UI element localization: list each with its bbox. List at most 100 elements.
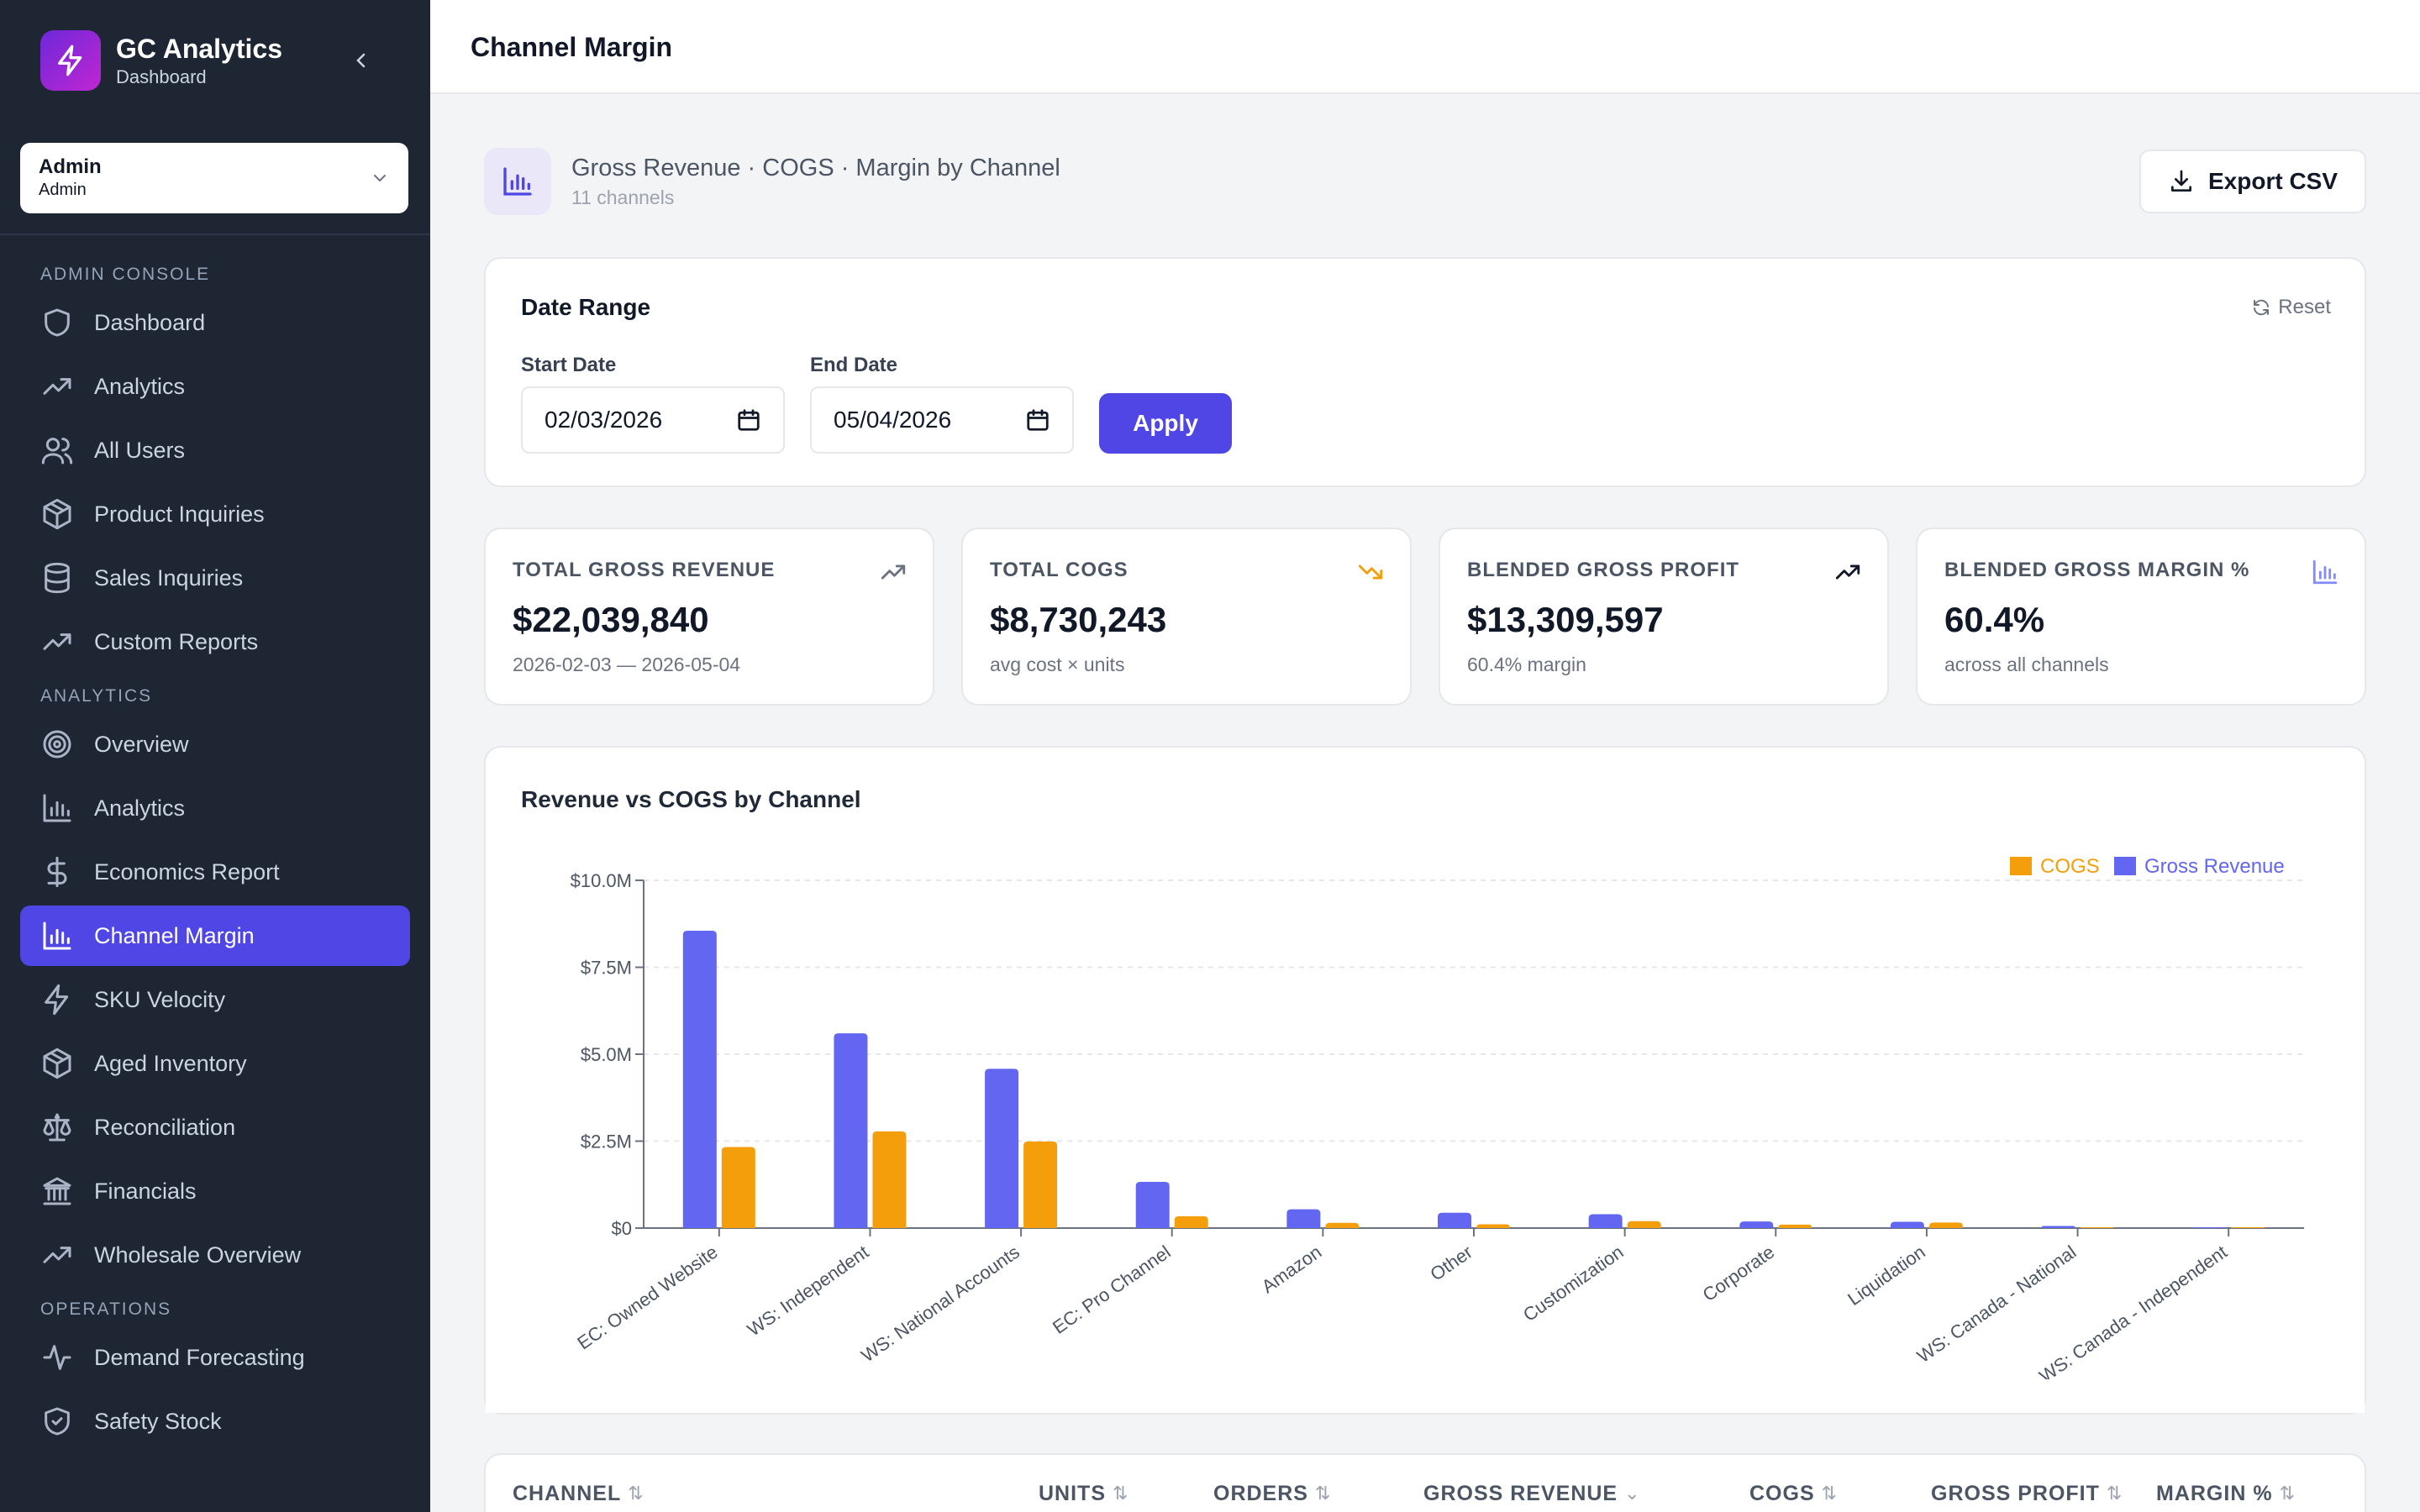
sidebar-item-label: Aged Inventory <box>94 1050 247 1076</box>
reset-button[interactable]: Reset <box>2251 296 2331 319</box>
sidebar-item-aged-inventory[interactable]: Aged Inventory <box>20 1033 410 1094</box>
legend-label: COGS <box>2040 855 2100 878</box>
chevron-left-icon[interactable] <box>345 44 378 77</box>
column-header-cogs[interactable]: COGS ⇅ <box>1749 1480 1838 1507</box>
column-header-gross-profit[interactable]: GROSS PROFIT ⇅ <box>1931 1480 2123 1507</box>
database-icon <box>45 562 70 594</box>
sidebar-item-custom-reports[interactable]: Custom Reports <box>20 612 410 672</box>
column-header-channel[interactable]: CHANNEL ⇅ <box>513 1480 644 1507</box>
sidebar: GC Analytics Dashboard Admin Admin ADMIN… <box>0 0 430 1512</box>
sidebar-item-safety-stock[interactable]: Safety Stock <box>20 1391 410 1452</box>
end-date-input[interactable]: 05/04/2026 <box>810 386 1074 454</box>
bar-cogs <box>1778 1224 1812 1228</box>
activity-icon <box>43 1345 71 1370</box>
sidebar-item-label: Product Inquiries <box>94 501 265 527</box>
sidebar-item-financials[interactable]: Financials <box>20 1161 410 1221</box>
shield-icon <box>45 308 70 337</box>
bar-gross-revenue <box>1438 1212 1471 1228</box>
x-tick-label: Amazon <box>1258 1242 1325 1298</box>
sidebar-divider <box>0 234 430 235</box>
column-header-units[interactable]: UNITS ⇅ <box>1039 1480 1128 1507</box>
sidebar-item-label: Dashboard <box>94 309 206 335</box>
trending-up-icon <box>879 558 908 591</box>
lightning-icon <box>45 984 69 1016</box>
brand[interactable]: GC Analytics Dashboard <box>40 30 282 91</box>
kpi-card-total-gross-revenue: TOTAL GROSS REVENUE $22,039,840 2026-02-… <box>484 528 934 706</box>
page-header-subtitle: 11 channels <box>571 186 675 208</box>
kpi-subtext: 2026-02-03 — 2026-05-04 <box>513 654 741 675</box>
start-date-label: Start Date <box>521 354 617 376</box>
sidebar-item-label: Safety Stock <box>94 1408 222 1434</box>
bank-icon <box>43 1177 71 1205</box>
chart-card: Revenue vs COGS by Channel $0 $2.5M $5.0M $… <box>484 746 2366 1415</box>
sidebar-item-sales-inquiries[interactable]: Sales Inquiries <box>20 548 410 608</box>
sort-icon: ⇅ <box>1314 1483 1332 1504</box>
sidebar-item-dashboard[interactable]: Dashboard <box>20 292 410 353</box>
sidebar-item-economics-report[interactable]: Economics Report <box>20 842 410 902</box>
sidebar-item-overview[interactable]: Overview <box>20 714 410 774</box>
export-csv-button[interactable]: Export CSV <box>2139 150 2366 213</box>
kpi-subtext: 60.4% margin <box>1467 654 1586 675</box>
column-header-gross-revenue[interactable]: GROSS REVENUE ⌄ <box>1423 1480 1641 1507</box>
column-label: COGS <box>1749 1482 1815 1505</box>
user-switcher[interactable]: Admin Admin <box>20 143 408 213</box>
sidebar-item-label: Overview <box>94 731 189 757</box>
bar-gross-revenue <box>985 1068 1019 1228</box>
bar-cogs <box>721 1147 755 1228</box>
legend-swatch <box>2010 857 2032 875</box>
sidebar-item-product-inquiries[interactable]: Product Inquiries <box>20 484 410 544</box>
scale-icon <box>43 1113 71 1142</box>
bar-gross-revenue <box>2041 1226 2075 1228</box>
column-label: GROSS PROFIT <box>1931 1482 2100 1505</box>
refresh-icon <box>2254 299 2270 316</box>
users-icon <box>41 438 73 465</box>
column-header-margin[interactable]: MARGIN % ⇅ <box>2156 1480 2296 1507</box>
sidebar-item-demand-forecasting[interactable]: Demand Forecasting <box>20 1327 410 1388</box>
column-label: UNITS <box>1039 1482 1106 1505</box>
x-tick-label: WS: Independent <box>744 1242 873 1341</box>
x-tick-label: WS: National Accounts <box>857 1242 1023 1367</box>
end-date-label: End Date <box>810 354 898 376</box>
kpi-card-blended-gross-margin: BLENDED GROSS MARGIN % 60.4% across all … <box>1916 528 2366 706</box>
sidebar-item-all-users[interactable]: All Users <box>20 420 410 480</box>
shield-check-icon <box>45 1407 70 1436</box>
date-range-title: Date Range <box>521 294 651 320</box>
bar-gross-revenue <box>834 1033 868 1228</box>
start-date-input[interactable]: 02/03/2026 <box>521 386 785 454</box>
sidebar-item-channel-margin[interactable]: Channel Margin <box>20 906 410 966</box>
bar-cogs <box>1928 1222 1963 1228</box>
sidebar-item-sku-velocity[interactable]: SKU Velocity <box>20 969 410 1030</box>
bar-cogs <box>1023 1141 1058 1228</box>
sidebar-item-wholesale-overview[interactable]: Wholesale Overview <box>20 1225 410 1285</box>
kpi-card-total-cogs: TOTAL COGS $8,730,243 avg cost × units <box>961 528 1412 706</box>
sidebar-item-label: Analytics <box>94 795 186 821</box>
sidebar-item-analytics[interactable]: Analytics <box>20 356 410 417</box>
column-header-orders[interactable]: ORDERS ⇅ <box>1213 1480 1331 1507</box>
legend-label: Gross Revenue <box>2144 855 2285 878</box>
start-date-value: 02/03/2026 <box>544 407 663 433</box>
calendar-icon[interactable] <box>1025 407 1050 433</box>
end-date-value: 05/04/2026 <box>834 407 952 433</box>
y-tick-label: $2.5M <box>581 1131 632 1152</box>
kpi-value: $13,309,597 <box>1467 600 1664 639</box>
bar-gross-revenue <box>1890 1221 1924 1228</box>
bar-cogs <box>1325 1222 1360 1228</box>
brand-subtitle: Dashboard <box>116 66 207 87</box>
sidebar-item-analytics[interactable]: Analytics <box>20 778 410 838</box>
sidebar-item-reconciliation[interactable]: Reconciliation <box>20 1097 410 1158</box>
sort-icon: ⇅ <box>2279 1483 2296 1504</box>
column-label: MARGIN % <box>2156 1482 2273 1505</box>
x-tick-label: WS: Canada - National <box>1913 1242 2081 1368</box>
bar-gross-revenue <box>1286 1209 1321 1228</box>
x-tick-label: Corporate <box>1699 1242 1778 1306</box>
kpi-value: 60.4% <box>1944 600 2045 639</box>
calendar-icon[interactable] <box>736 407 761 433</box>
apply-button[interactable]: Apply <box>1099 393 1232 454</box>
y-tick-label: $10.0M <box>571 870 632 891</box>
x-tick-label: Liquidation <box>1844 1242 1929 1310</box>
sort-icon: ⇅ <box>2106 1483 2123 1504</box>
bar-chart-icon <box>43 794 71 822</box>
sidebar-item-label: SKU Velocity <box>94 986 226 1012</box>
sort-icon: ⇅ <box>628 1483 644 1504</box>
x-tick-label: Other <box>1426 1242 1476 1285</box>
